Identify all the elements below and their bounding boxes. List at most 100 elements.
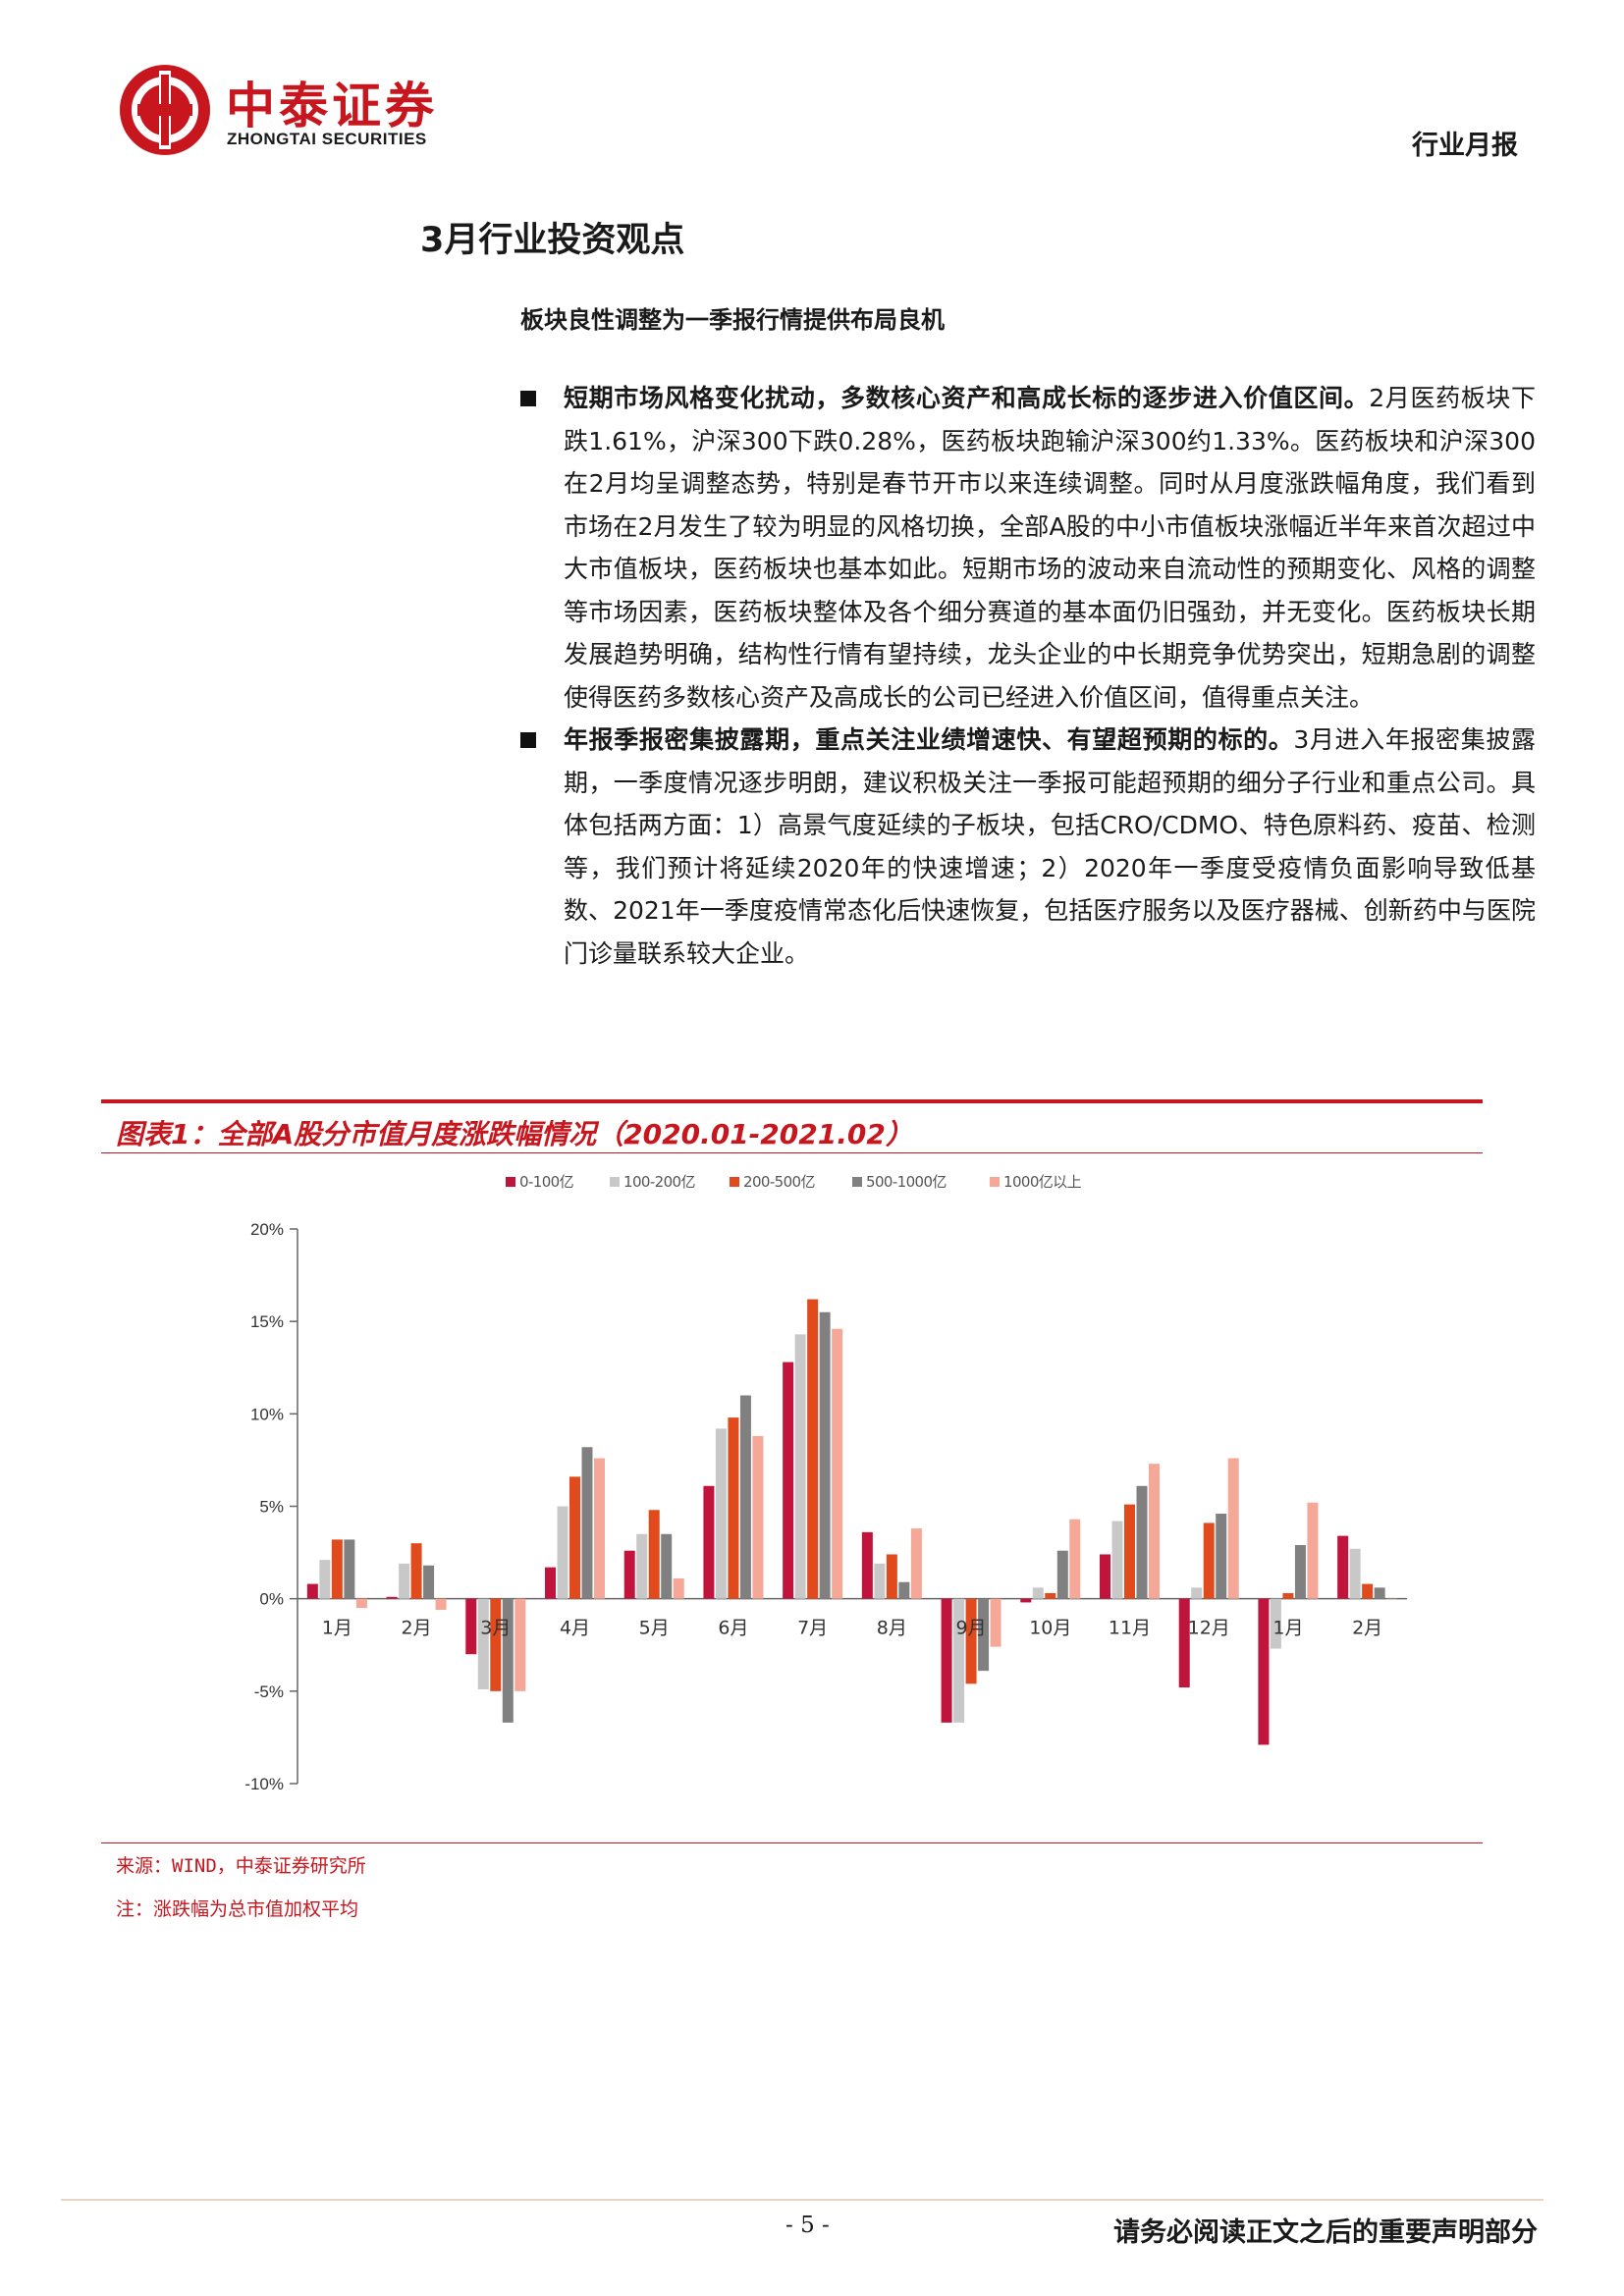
bar — [819, 1311, 831, 1599]
section-title: 3月行业投资观点 — [420, 221, 685, 260]
bar — [783, 1362, 794, 1599]
legend-label: 0-100亿 — [519, 1173, 574, 1191]
x-tick-label: 10月 — [1029, 1618, 1071, 1639]
bar — [910, 1528, 922, 1599]
y-tick-label: 5% — [259, 1498, 284, 1517]
legend-label: 100-200亿 — [623, 1173, 695, 1191]
bar — [319, 1560, 331, 1599]
bar — [636, 1533, 648, 1599]
figure-top-rule — [101, 1099, 1483, 1103]
bar — [1100, 1554, 1110, 1599]
bar — [344, 1539, 355, 1599]
logo-chinese-name: 中泰证券 — [226, 78, 438, 134]
bar — [545, 1567, 556, 1599]
legend-label: 200-500亿 — [743, 1173, 815, 1191]
legend-label: 1000亿以上 — [1003, 1173, 1082, 1191]
bullet-list: 短期市场风格变化扰动，多数核心资产和高成长标的逐步进入价值区间。2月医药板块下跌… — [520, 377, 1536, 975]
x-tick-label: 3月 — [480, 1618, 511, 1639]
bar — [990, 1598, 1001, 1647]
x-tick-label: 5月 — [639, 1618, 670, 1639]
bar — [477, 1598, 489, 1689]
bullet-heading: 短期市场风格变化扰动，多数核心资产和高成长标的逐步进入价值区间。 — [564, 384, 1370, 412]
legend-swatch — [990, 1177, 1000, 1187]
bar — [965, 1598, 977, 1684]
bar — [1203, 1522, 1215, 1599]
bar — [861, 1531, 873, 1599]
bullet-body: 3月进入年报密集披露期，一季度情况逐步明朗，建议积极关注一季报可能超预期的细分子… — [564, 725, 1536, 968]
bar — [1069, 1519, 1081, 1599]
bar — [399, 1563, 410, 1599]
bar — [306, 1583, 318, 1599]
bar — [978, 1598, 990, 1672]
bullet-heading: 年报季报密集披露期，重点关注业绩增速快、有望超预期的标的。 — [564, 725, 1294, 754]
x-tick-label: 11月 — [1109, 1618, 1151, 1639]
bar — [1032, 1587, 1044, 1599]
bar — [1307, 1502, 1319, 1599]
bar — [386, 1596, 398, 1599]
legend-swatch — [852, 1177, 862, 1187]
legend-swatch — [506, 1177, 515, 1187]
bar — [941, 1598, 952, 1723]
bar — [807, 1299, 819, 1599]
bar — [661, 1533, 673, 1599]
bar — [502, 1598, 514, 1723]
logo-emblem-icon — [120, 65, 210, 155]
x-tick-label: 2月 — [1352, 1618, 1382, 1639]
bar — [569, 1476, 580, 1599]
bar — [1056, 1550, 1068, 1599]
x-tick-label: 7月 — [797, 1618, 828, 1639]
bullet-item: 短期市场风格变化扰动，多数核心资产和高成长标的逐步进入价值区间。2月医药板块下跌… — [520, 377, 1536, 719]
bar — [465, 1598, 477, 1655]
bullet-body: 2月医药板块下跌1.61%，沪深300下跌0.28%，医药板块跑输沪深300约1… — [564, 384, 1536, 712]
figure-bottom-rule — [101, 1842, 1483, 1843]
figure-title-rule — [101, 1152, 1483, 1153]
bar — [728, 1417, 739, 1599]
bar — [886, 1554, 897, 1599]
bar — [1386, 1598, 1398, 1600]
bar — [1178, 1598, 1190, 1688]
y-tick-label: 0% — [259, 1590, 284, 1609]
bar — [739, 1395, 751, 1599]
bar — [1136, 1485, 1148, 1599]
footer-disclaimer: 请务必阅读正文之后的重要声明部分 — [1113, 2217, 1538, 2248]
x-tick-label: 2月 — [402, 1618, 432, 1639]
bar — [514, 1598, 526, 1691]
bar — [1282, 1593, 1294, 1599]
bar — [490, 1598, 502, 1691]
bar — [1270, 1598, 1281, 1649]
x-tick-label: 4月 — [560, 1618, 590, 1639]
bar — [331, 1539, 343, 1599]
company-logo: 中泰证券 ZHONGTAI SECURITIES — [116, 61, 489, 163]
x-tick-label: 1月 — [1272, 1618, 1303, 1639]
bar — [623, 1550, 635, 1599]
bar — [1374, 1587, 1385, 1599]
y-tick-label: -5% — [254, 1682, 284, 1701]
bar — [1258, 1598, 1270, 1745]
x-tick-label: 1月 — [322, 1618, 352, 1639]
x-tick-label: 8月 — [877, 1618, 907, 1639]
page-number: - 5 - — [785, 2213, 830, 2238]
bar — [1020, 1598, 1032, 1603]
bar — [1045, 1593, 1056, 1599]
figure-title: 图表1：全部A股分市值月度涨跌幅情况（2020.01-2021.02） — [116, 1118, 913, 1150]
bar — [557, 1506, 568, 1599]
x-tick-label: 9月 — [956, 1618, 987, 1639]
bar — [410, 1543, 422, 1599]
bar — [752, 1435, 764, 1599]
report-type: 行业月报 — [1412, 131, 1518, 161]
square-bullet-icon — [520, 732, 536, 748]
bar — [1362, 1583, 1374, 1599]
bar — [1111, 1521, 1123, 1599]
bar — [435, 1598, 447, 1610]
square-bullet-icon — [520, 391, 536, 406]
legend-swatch — [730, 1177, 739, 1187]
y-tick-label: 15% — [250, 1312, 284, 1331]
bar — [794, 1334, 806, 1599]
bar — [1349, 1548, 1361, 1599]
y-tick-label: -10% — [244, 1775, 284, 1793]
logo-english-name: ZHONGTAI SECURITIES — [227, 130, 427, 148]
bar — [423, 1565, 435, 1599]
y-tick-label: 20% — [250, 1220, 284, 1239]
bar — [953, 1598, 965, 1723]
bar — [1227, 1458, 1239, 1599]
